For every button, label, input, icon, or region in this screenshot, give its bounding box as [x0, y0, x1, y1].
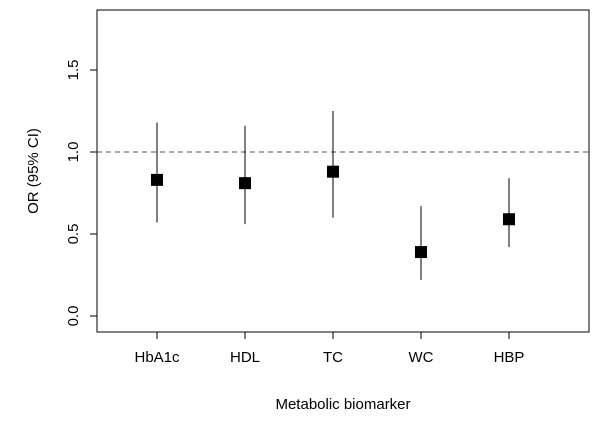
y-axis-label: OR (95% CI) [25, 128, 42, 214]
plot-frame [96, 9, 590, 333]
x-tick-label: HDL [230, 349, 260, 366]
y-tick-label: 1.5 [65, 60, 82, 81]
estimate-point [239, 177, 251, 190]
x-tick-label: HbA1c [134, 349, 180, 366]
x-tick-label: HBP [494, 349, 525, 366]
estimate-point [151, 173, 163, 186]
estimate-point [415, 246, 427, 259]
x-axis-label: Metabolic biomarker [275, 396, 410, 413]
estimate-point [503, 213, 515, 226]
x-tick-label: TC [323, 349, 343, 366]
x-tick-label: WC [409, 349, 434, 366]
y-tick-label: 0.0 [65, 306, 82, 327]
y-tick-label: 1.0 [65, 142, 82, 163]
estimate-point [327, 165, 339, 178]
y-tick-label: 0.5 [65, 224, 82, 245]
